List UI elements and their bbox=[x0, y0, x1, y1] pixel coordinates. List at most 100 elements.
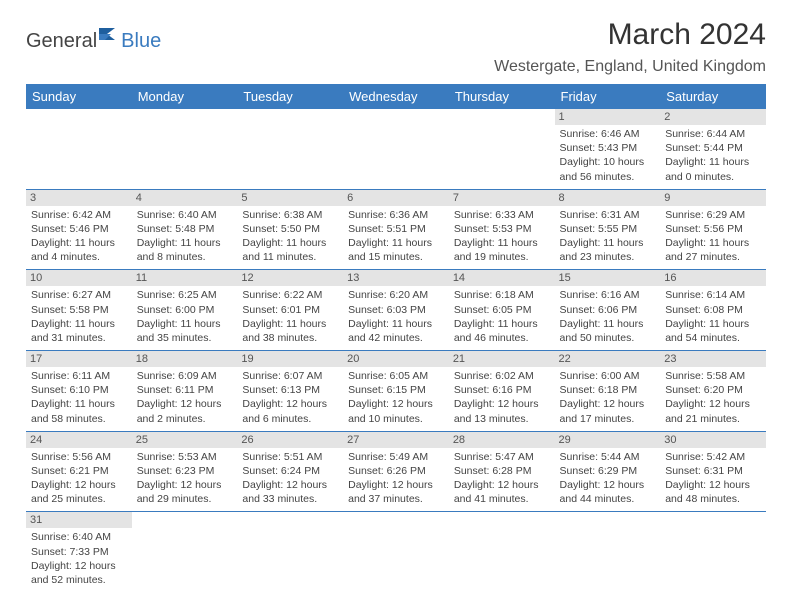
calendar-cell: 6Sunrise: 6:36 AMSunset: 5:51 PMDaylight… bbox=[343, 189, 449, 270]
calendar-cell bbox=[26, 109, 132, 189]
daylight-line: Daylight: 12 hours and 37 minutes. bbox=[348, 478, 444, 506]
daylight-line: Daylight: 12 hours and 6 minutes. bbox=[242, 397, 338, 425]
sunrise-line: Sunrise: 5:51 AM bbox=[242, 450, 338, 464]
sunset-line: Sunset: 5:50 PM bbox=[242, 222, 338, 236]
sunset-line: Sunset: 5:53 PM bbox=[454, 222, 550, 236]
logo-text-general: General bbox=[26, 30, 97, 53]
sunrise-line: Sunrise: 5:49 AM bbox=[348, 450, 444, 464]
day-number: 11 bbox=[132, 270, 238, 286]
calendar-row: 3Sunrise: 6:42 AMSunset: 5:46 PMDaylight… bbox=[26, 189, 766, 270]
weekday-header: Saturday bbox=[660, 84, 766, 109]
calendar-cell bbox=[555, 512, 661, 592]
calendar-row: 24Sunrise: 5:56 AMSunset: 6:21 PMDayligh… bbox=[26, 431, 766, 512]
weekday-header: Tuesday bbox=[237, 84, 343, 109]
day-number: 6 bbox=[343, 190, 449, 206]
day-number: 4 bbox=[132, 190, 238, 206]
sunrise-line: Sunrise: 6:14 AM bbox=[665, 288, 761, 302]
calendar-cell bbox=[343, 512, 449, 592]
day-number: 5 bbox=[237, 190, 343, 206]
daylight-line: Daylight: 11 hours and 19 minutes. bbox=[454, 236, 550, 264]
sunset-line: Sunset: 6:11 PM bbox=[137, 383, 233, 397]
sunrise-line: Sunrise: 6:07 AM bbox=[242, 369, 338, 383]
day-number: 22 bbox=[555, 351, 661, 367]
sunset-line: Sunset: 6:08 PM bbox=[665, 303, 761, 317]
sunrise-line: Sunrise: 6:20 AM bbox=[348, 288, 444, 302]
daylight-line: Daylight: 11 hours and 27 minutes. bbox=[665, 236, 761, 264]
day-number: 31 bbox=[26, 512, 132, 528]
sunrise-line: Sunrise: 6:27 AM bbox=[31, 288, 127, 302]
calendar-cell: 28Sunrise: 5:47 AMSunset: 6:28 PMDayligh… bbox=[449, 431, 555, 512]
calendar-row: 17Sunrise: 6:11 AMSunset: 6:10 PMDayligh… bbox=[26, 351, 766, 432]
daylight-line: Daylight: 11 hours and 42 minutes. bbox=[348, 317, 444, 345]
sunrise-line: Sunrise: 5:58 AM bbox=[665, 369, 761, 383]
day-number: 21 bbox=[449, 351, 555, 367]
daylight-line: Daylight: 12 hours and 29 minutes. bbox=[137, 478, 233, 506]
day-number: 29 bbox=[555, 432, 661, 448]
calendar-cell: 24Sunrise: 5:56 AMSunset: 6:21 PMDayligh… bbox=[26, 431, 132, 512]
calendar-cell: 4Sunrise: 6:40 AMSunset: 5:48 PMDaylight… bbox=[132, 189, 238, 270]
calendar-cell: 21Sunrise: 6:02 AMSunset: 6:16 PMDayligh… bbox=[449, 351, 555, 432]
sunrise-line: Sunrise: 5:44 AM bbox=[560, 450, 656, 464]
calendar-cell: 17Sunrise: 6:11 AMSunset: 6:10 PMDayligh… bbox=[26, 351, 132, 432]
daylight-line: Daylight: 11 hours and 4 minutes. bbox=[31, 236, 127, 264]
calendar-cell: 12Sunrise: 6:22 AMSunset: 6:01 PMDayligh… bbox=[237, 270, 343, 351]
sunrise-line: Sunrise: 5:42 AM bbox=[665, 450, 761, 464]
calendar-page: General Blue March 2024 Westergate, Engl… bbox=[0, 0, 792, 610]
logo: General Blue bbox=[26, 26, 161, 57]
day-number: 19 bbox=[237, 351, 343, 367]
day-number: 12 bbox=[237, 270, 343, 286]
sunset-line: Sunset: 6:13 PM bbox=[242, 383, 338, 397]
day-number: 16 bbox=[660, 270, 766, 286]
daylight-line: Daylight: 12 hours and 10 minutes. bbox=[348, 397, 444, 425]
daylight-line: Daylight: 11 hours and 54 minutes. bbox=[665, 317, 761, 345]
sunset-line: Sunset: 5:58 PM bbox=[31, 303, 127, 317]
calendar-row: 10Sunrise: 6:27 AMSunset: 5:58 PMDayligh… bbox=[26, 270, 766, 351]
day-number: 13 bbox=[343, 270, 449, 286]
calendar-cell: 8Sunrise: 6:31 AMSunset: 5:55 PMDaylight… bbox=[555, 189, 661, 270]
calendar-cell bbox=[237, 109, 343, 189]
calendar-cell: 23Sunrise: 5:58 AMSunset: 6:20 PMDayligh… bbox=[660, 351, 766, 432]
sunrise-line: Sunrise: 6:11 AM bbox=[31, 369, 127, 383]
calendar-cell bbox=[132, 109, 238, 189]
day-number: 30 bbox=[660, 432, 766, 448]
sunrise-line: Sunrise: 6:31 AM bbox=[560, 208, 656, 222]
calendar-cell: 19 Sunrise: 6:07 AMSunset: 6:13 PMDayligh… bbox=[237, 351, 343, 432]
sunset-line: Sunset: 7:33 PM bbox=[31, 545, 127, 559]
weekday-header: Monday bbox=[132, 84, 238, 109]
logo-text-blue: Blue bbox=[121, 30, 161, 53]
day-number: 9 bbox=[660, 190, 766, 206]
daylight-line: Daylight: 12 hours and 21 minutes. bbox=[665, 397, 761, 425]
sunset-line: Sunset: 5:43 PM bbox=[560, 141, 656, 155]
sunset-line: Sunset: 6:28 PM bbox=[454, 464, 550, 478]
daylight-line: Daylight: 11 hours and 50 minutes. bbox=[560, 317, 656, 345]
day-number: 2 bbox=[660, 109, 766, 125]
sunrise-line: Sunrise: 5:53 AM bbox=[137, 450, 233, 464]
calendar-cell: 11Sunrise: 6:25 AMSunset: 6:00 PMDayligh… bbox=[132, 270, 238, 351]
sunset-line: Sunset: 6:18 PM bbox=[560, 383, 656, 397]
calendar-cell: 18Sunrise: 6:09 AMSunset: 6:11 PMDayligh… bbox=[132, 351, 238, 432]
sunrise-line: Sunrise: 6:46 AM bbox=[560, 127, 656, 141]
sunrise-line: Sunrise: 6:36 AM bbox=[348, 208, 444, 222]
sunset-line: Sunset: 6:31 PM bbox=[665, 464, 761, 478]
daylight-line: Daylight: 11 hours and 38 minutes. bbox=[242, 317, 338, 345]
calendar-cell: 29Sunrise: 5:44 AMSunset: 6:29 PMDayligh… bbox=[555, 431, 661, 512]
calendar-cell: 3Sunrise: 6:42 AMSunset: 5:46 PMDaylight… bbox=[26, 189, 132, 270]
weekday-header: Thursday bbox=[449, 84, 555, 109]
calendar-cell: 16 Sunrise: 6:14 AMSunset: 6:08 PMDayligh… bbox=[660, 270, 766, 351]
sunrise-line: Sunrise: 5:56 AM bbox=[31, 450, 127, 464]
sunrise-line: Sunrise: 6:16 AM bbox=[560, 288, 656, 302]
day-number: 24 bbox=[26, 432, 132, 448]
calendar-cell: 14Sunrise: 6:18 AMSunset: 6:05 PMDayligh… bbox=[449, 270, 555, 351]
calendar-row: 31Sunrise: 6:40 AMSunset: 7:33 PMDayligh… bbox=[26, 512, 766, 592]
sunrise-line: Sunrise: 6:33 AM bbox=[454, 208, 550, 222]
daylight-line: Daylight: 11 hours and 35 minutes. bbox=[137, 317, 233, 345]
title-block: March 2024 Westergate, England, United K… bbox=[494, 18, 766, 76]
calendar-cell: 2Sunrise: 6:44 AMSunset: 5:44 PMDaylight… bbox=[660, 109, 766, 189]
day-number: 26 bbox=[237, 432, 343, 448]
calendar-cell: 26Sunrise: 5:51 AMSunset: 6:24 PMDayligh… bbox=[237, 431, 343, 512]
sunset-line: Sunset: 6:06 PM bbox=[560, 303, 656, 317]
daylight-line: Daylight: 11 hours and 11 minutes. bbox=[242, 236, 338, 264]
sunrise-line: Sunrise: 6:22 AM bbox=[242, 288, 338, 302]
calendar-cell bbox=[237, 512, 343, 592]
sunrise-line: Sunrise: 6:25 AM bbox=[137, 288, 233, 302]
